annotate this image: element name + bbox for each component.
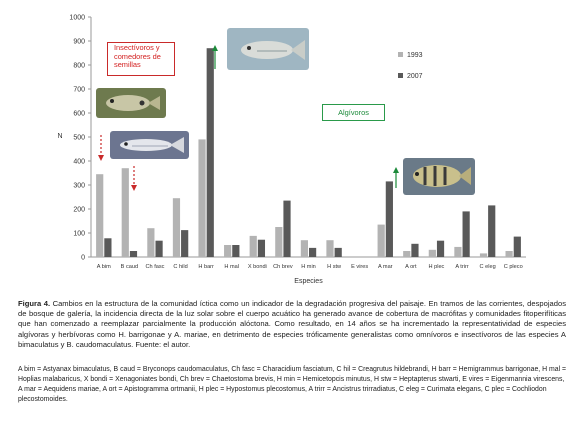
bar-1993-a-trirr [454, 246, 462, 257]
x-tick-label: A ort [405, 264, 417, 270]
x-tick-label: C pleco [504, 264, 523, 270]
bar-1993-ch-fasc [147, 228, 155, 257]
y-tick-label: 1000 [69, 15, 85, 22]
bar-2007-h-min [309, 247, 317, 257]
y-tick-label: 200 [73, 207, 85, 214]
fish-photo-aequidens [403, 158, 475, 195]
bar-2007-a-mar [385, 181, 393, 257]
x-tick-label: A mar [378, 264, 393, 270]
up-arrow-head-aequidens [393, 167, 399, 173]
insectivores-label-box: Insectívoros y comedores de semillas [107, 42, 175, 76]
x-tick-label: Ch brev [273, 264, 293, 270]
bar-1993-h-stw [326, 240, 334, 257]
bar-2007-ch-brev [283, 200, 291, 257]
figure-label: Figura 4. [18, 299, 51, 308]
bar-2007-ch-fasc [155, 240, 163, 257]
legend-swatch-1993 [398, 52, 403, 57]
bar-1993-h-mal [224, 245, 232, 257]
algivores-label: Algívoros [338, 108, 369, 117]
y-tick-label: 600 [73, 111, 85, 118]
legend-swatch-2007 [398, 73, 403, 78]
legend-label-1993: 1993 [407, 52, 423, 59]
bar-2007-h-stw [334, 247, 342, 257]
bar-1993-c-hild [172, 198, 181, 257]
x-tick-label: C eleg [480, 264, 496, 270]
bar-1993-h-barr [198, 139, 206, 257]
bar-1993-a-bim [96, 174, 104, 257]
x-tick-label: E vires [351, 264, 368, 270]
bar-1993-c-pleco [505, 251, 513, 257]
x-tick-label: H barr [198, 264, 214, 270]
x-axis-title: Especies [294, 278, 323, 285]
bar-2007-b-caud [129, 251, 138, 257]
x-tick-label: H min [301, 264, 316, 270]
x-tick-label: C hild [173, 264, 187, 270]
bar-2007-h-mal [232, 245, 240, 257]
figure-caption: Figura 4. Cambios en la estructura de la… [18, 299, 566, 350]
y-tick-label: 900 [73, 39, 85, 46]
fish-photo-bryconops [110, 131, 189, 159]
x-tick-label: H plec [429, 264, 445, 270]
bar-chart: 0 100 200 300 400 500 600 700 800 900 1000 N Especie… [57, 15, 526, 285]
bar-1993-a-ort [403, 251, 411, 257]
bar-2007-a-bim [104, 238, 112, 257]
x-tick-label: H stw [327, 264, 342, 270]
y-axis-title: N [57, 133, 62, 140]
algivores-label-box: Algívoros [322, 104, 385, 121]
figure-caption-text: Cambios en la estructura de la comunidad… [18, 299, 566, 349]
bar-2007-a-trirr [462, 211, 470, 257]
fish-photo-hemigrammus [227, 28, 309, 70]
bar-2007-h-plec [436, 240, 445, 257]
y-tick-label: 400 [73, 159, 85, 166]
bar-2007-c-pleco [513, 236, 521, 257]
bar-1993-h-min [300, 240, 308, 257]
x-tick-label: X bondi [248, 264, 267, 270]
x-tick-label: A trirr [455, 264, 468, 270]
down-arrow-head-astyanax [98, 155, 104, 161]
insectivores-label: Insectívoros y comedores de semillas [114, 43, 161, 70]
bar-2007-c-eleg [488, 205, 496, 257]
bar-2007-h-barr [206, 48, 214, 258]
bar-2007-c-hild [181, 230, 189, 257]
y-tick-label: 0 [81, 255, 85, 262]
bar-1993-x-bondi [249, 235, 257, 257]
y-tick-label: 300 [73, 183, 85, 190]
y-tick-label: 800 [73, 63, 85, 70]
x-tick-label: B caud [121, 264, 138, 270]
bar-2007-x-bondi [257, 239, 266, 257]
fish-photo-astyanax [96, 88, 166, 118]
bar-1993-b-caud [121, 168, 129, 257]
legend-label-2007: 2007 [407, 73, 423, 80]
bar-1993-c-eleg [479, 253, 488, 257]
y-tick-label: 100 [73, 231, 85, 238]
species-abbreviations: A bim = Astyanax bimaculatus, B caud = B… [18, 366, 567, 403]
up-arrow-head-hemigrammus [212, 45, 218, 51]
x-tick-label: A bim [97, 264, 111, 270]
bar-1993-ch-brev [275, 227, 283, 257]
bar-1993-h-plec [428, 249, 436, 257]
y-tick-label: 700 [73, 87, 85, 94]
x-tick-label: Ch fasc [145, 264, 164, 270]
bar-2007-a-ort [411, 243, 419, 257]
bar-1993-a-mar [377, 224, 385, 257]
down-arrow-head-bryconops [131, 185, 137, 191]
y-tick-label: 500 [73, 135, 85, 142]
x-tick-label: H mal [224, 264, 239, 270]
